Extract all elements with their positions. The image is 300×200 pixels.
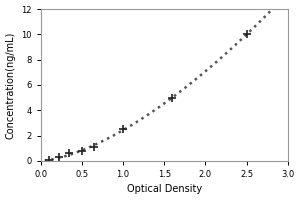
X-axis label: Optical Density: Optical Density bbox=[127, 184, 202, 194]
Y-axis label: Concentration(ng/mL): Concentration(ng/mL) bbox=[6, 31, 16, 139]
